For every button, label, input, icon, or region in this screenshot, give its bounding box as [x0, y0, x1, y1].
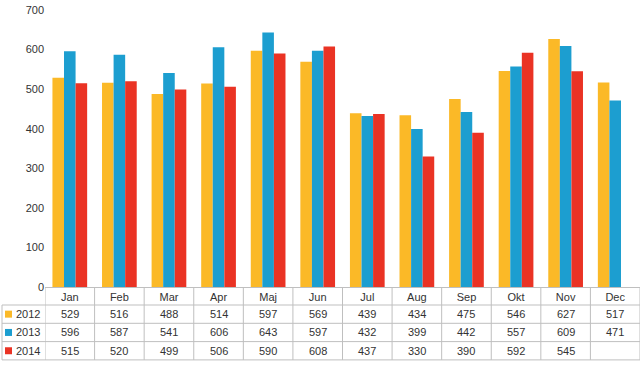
svg-text:390: 390 [457, 345, 475, 357]
svg-text:643: 643 [259, 326, 277, 338]
svg-text:437: 437 [358, 345, 376, 357]
svg-text:2012: 2012 [16, 308, 40, 320]
svg-text:596: 596 [61, 326, 79, 338]
svg-text:471: 471 [606, 326, 624, 338]
svg-text:597: 597 [259, 308, 277, 320]
svg-text:590: 590 [259, 345, 277, 357]
svg-text:442: 442 [457, 326, 475, 338]
svg-text:0: 0 [38, 281, 44, 293]
svg-text:Dec: Dec [605, 291, 625, 303]
svg-text:600: 600 [26, 43, 44, 55]
svg-text:Maj: Maj [259, 291, 277, 303]
svg-text:488: 488 [160, 308, 178, 320]
svg-text:Okt: Okt [507, 291, 524, 303]
svg-text:546: 546 [507, 308, 525, 320]
svg-text:Jan: Jan [61, 291, 79, 303]
svg-text:606: 606 [210, 326, 228, 338]
svg-text:541: 541 [160, 326, 178, 338]
svg-text:Jul: Jul [360, 291, 374, 303]
svg-text:Apr: Apr [210, 291, 227, 303]
svg-text:2014: 2014 [16, 345, 40, 357]
svg-text:432: 432 [358, 326, 376, 338]
svg-text:Feb: Feb [110, 291, 129, 303]
svg-text:434: 434 [408, 308, 426, 320]
svg-text:100: 100 [26, 241, 44, 253]
svg-text:499: 499 [160, 345, 178, 357]
svg-text:Mar: Mar [159, 291, 178, 303]
svg-text:Nov: Nov [556, 291, 576, 303]
svg-text:608: 608 [309, 345, 327, 357]
svg-text:400: 400 [26, 123, 44, 135]
svg-text:506: 506 [210, 345, 228, 357]
svg-text:545: 545 [557, 345, 575, 357]
svg-text:569: 569 [309, 308, 327, 320]
svg-text:Jun: Jun [309, 291, 327, 303]
svg-text:517: 517 [606, 308, 624, 320]
svg-text:597: 597 [309, 326, 327, 338]
svg-text:Sep: Sep [457, 291, 477, 303]
svg-text:514: 514 [210, 308, 228, 320]
svg-text:515: 515 [61, 345, 79, 357]
svg-text:200: 200 [26, 202, 44, 214]
svg-text:500: 500 [26, 83, 44, 95]
svg-text:330: 330 [408, 345, 426, 357]
svg-text:529: 529 [61, 308, 79, 320]
svg-text:587: 587 [110, 326, 128, 338]
svg-text:516: 516 [110, 308, 128, 320]
svg-text:Aug: Aug [407, 291, 427, 303]
svg-text:557: 557 [507, 326, 525, 338]
svg-text:439: 439 [358, 308, 376, 320]
svg-text:2013: 2013 [16, 326, 40, 338]
svg-text:609: 609 [557, 326, 575, 338]
svg-text:592: 592 [507, 345, 525, 357]
svg-text:300: 300 [26, 162, 44, 174]
svg-text:399: 399 [408, 326, 426, 338]
svg-text:475: 475 [457, 308, 475, 320]
svg-text:627: 627 [557, 308, 575, 320]
svg-text:700: 700 [26, 4, 44, 16]
svg-text:520: 520 [110, 345, 128, 357]
